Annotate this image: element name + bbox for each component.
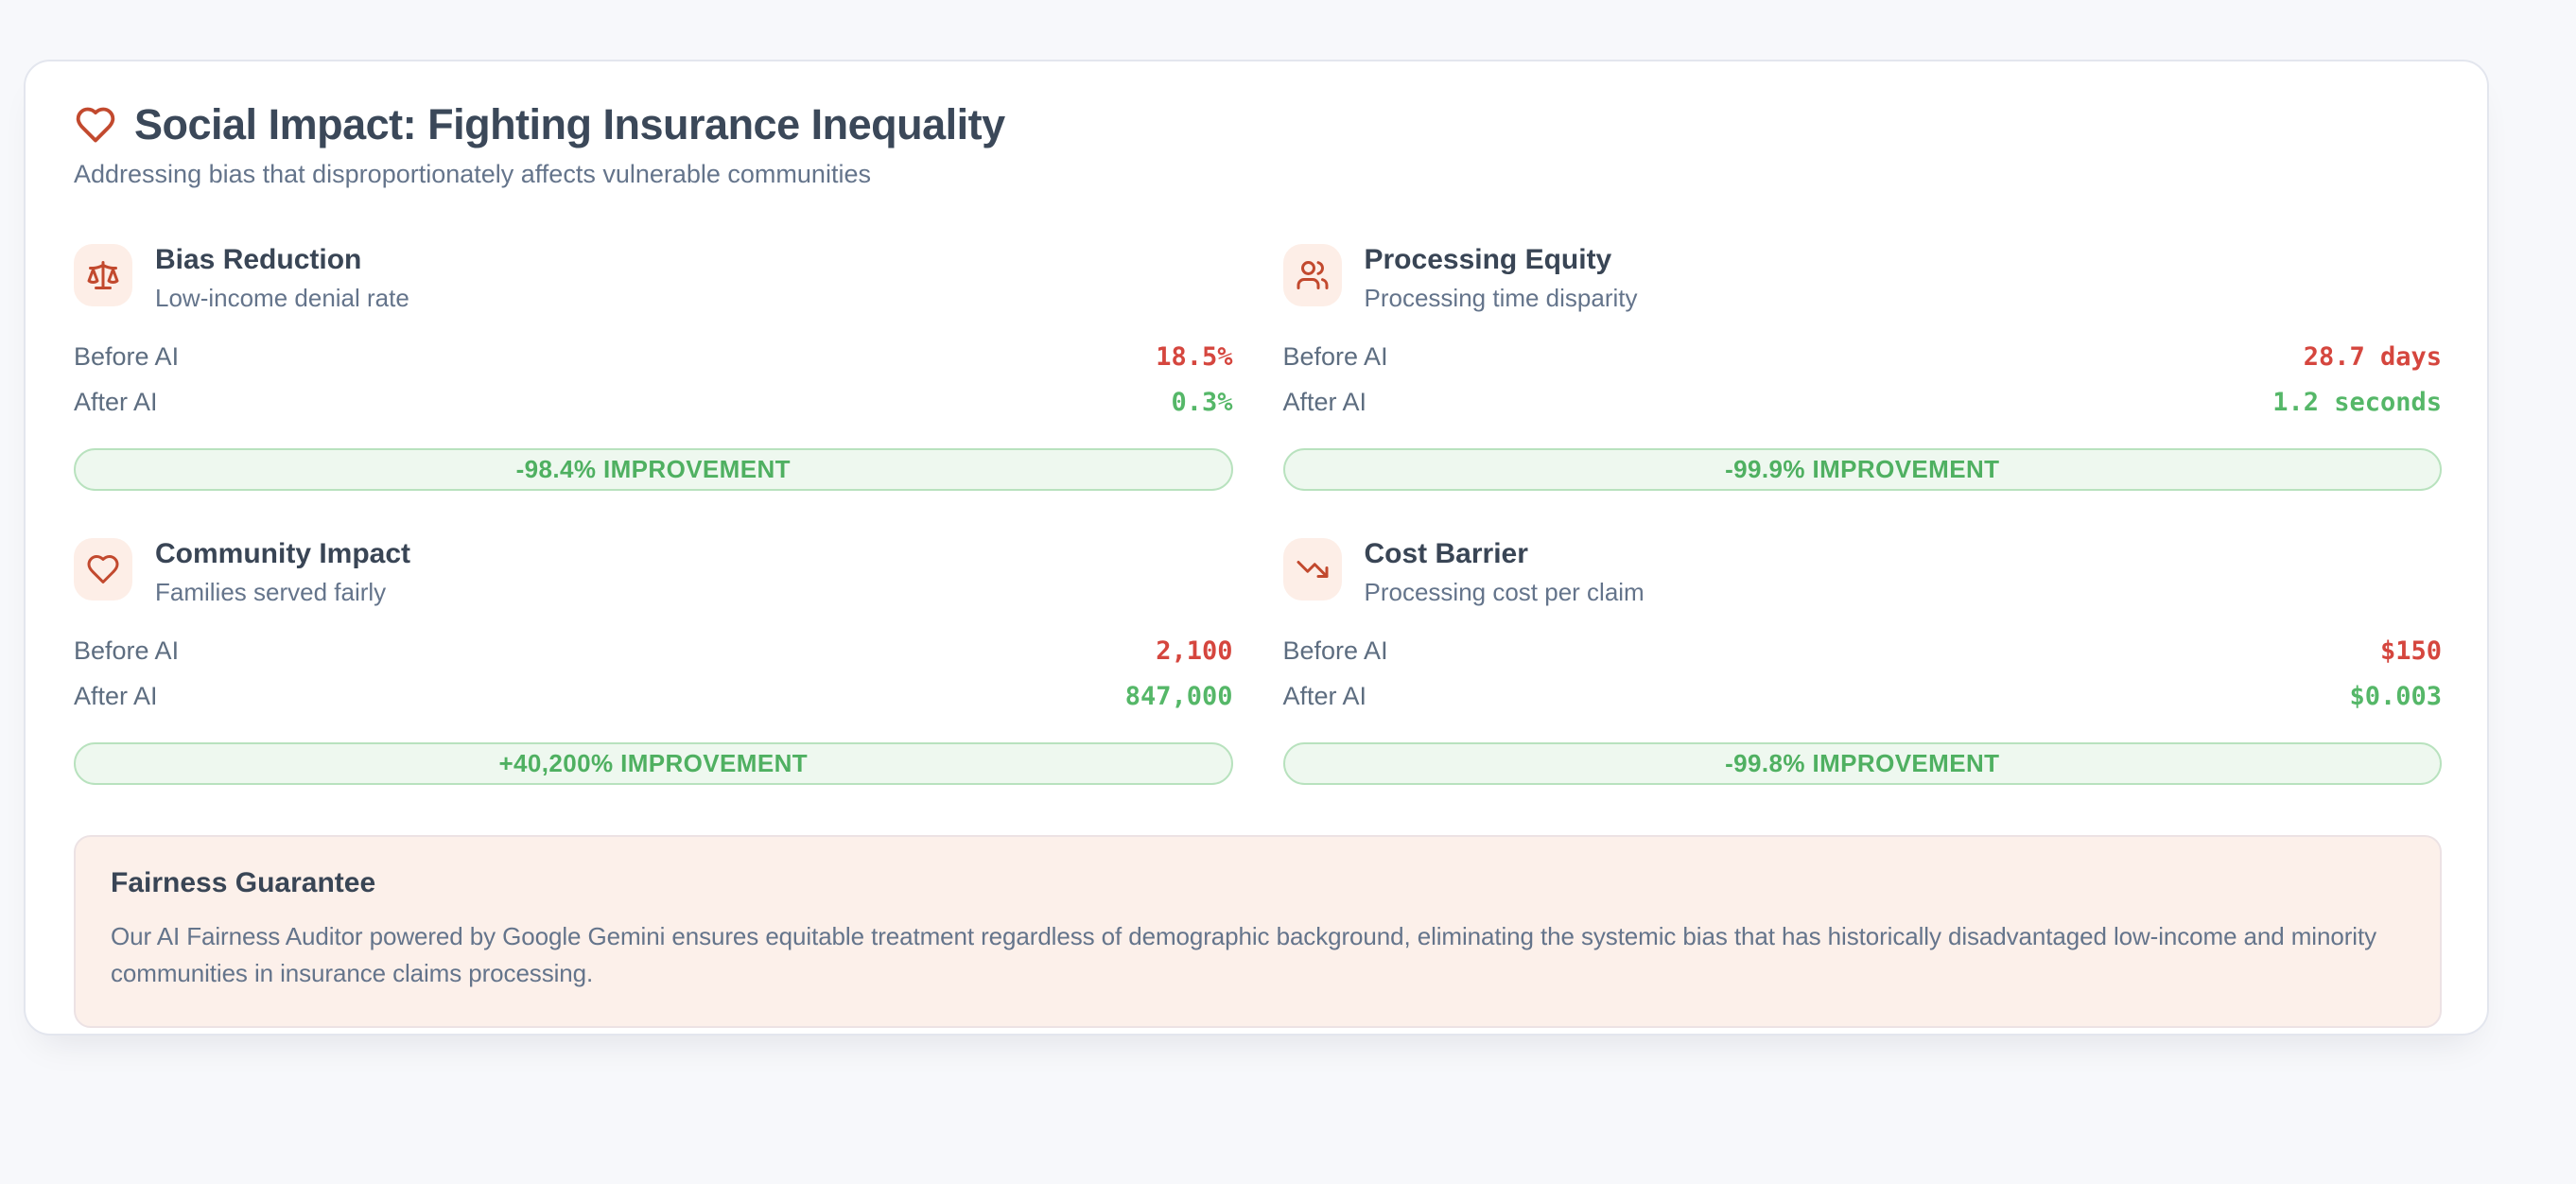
before-ai-value: 28.7 days bbox=[2303, 341, 2442, 372]
scales-icon bbox=[74, 244, 132, 306]
metrics-grid: Bias Reduction Low-income denial rate Be… bbox=[74, 244, 2442, 785]
metric-rows: Before AI 28.7 days After AI 1.2 seconds bbox=[1283, 334, 2443, 425]
metric-titles: Bias Reduction Low-income denial rate bbox=[155, 244, 409, 313]
metric-head: Community Impact Families served fairly bbox=[74, 538, 1233, 607]
page-subtitle: Addressing bias that disproportionately … bbox=[74, 160, 871, 188]
metric-title: Bias Reduction bbox=[155, 244, 362, 275]
before-ai-label: Before AI bbox=[1282, 341, 1388, 371]
before-ai-row: Before AI 2,100 bbox=[74, 628, 1233, 673]
before-ai-label: Before AI bbox=[74, 636, 180, 665]
metric-title: Cost Barrier bbox=[1364, 538, 1528, 569]
improvement-badge: -98.4% IMPROVEMENT bbox=[74, 448, 1233, 491]
improvement-badge: +40,200% IMPROVEMENT bbox=[74, 742, 1233, 785]
after-ai-value: 1.2 seconds bbox=[2272, 387, 2442, 417]
before-ai-row: Before AI 28.7 days bbox=[1283, 334, 2443, 379]
after-ai-label: After AI bbox=[74, 387, 158, 416]
metric-title: Processing Equity bbox=[1364, 244, 1612, 275]
metric-rows: Before AI 18.5% After AI 0.3% bbox=[74, 334, 1233, 425]
before-ai-value: 18.5% bbox=[1156, 341, 1233, 372]
fairness-body: Our AI Fairness Auditor powered by Googl… bbox=[111, 922, 2376, 987]
metric-titles: Cost Barrier Processing cost per claim bbox=[1365, 538, 1645, 607]
page-title: Social Impact: Fighting Insurance Inequa… bbox=[134, 100, 1005, 148]
metric-head: Cost Barrier Processing cost per claim bbox=[1282, 538, 2443, 607]
after-ai-row: After AI $0.003 bbox=[1283, 673, 2443, 719]
heart-icon bbox=[74, 538, 132, 601]
before-ai-label: Before AI bbox=[1282, 636, 1388, 665]
metric-card-community-impact: Community Impact Families served fairly … bbox=[74, 538, 1233, 785]
metric-subtitle: Families served fairly bbox=[155, 578, 387, 606]
after-ai-value: $0.003 bbox=[2349, 681, 2442, 711]
before-ai-row: Before AI 18.5% bbox=[74, 334, 1233, 379]
after-ai-label: After AI bbox=[74, 681, 158, 710]
metric-card-cost-barrier: Cost Barrier Processing cost per claim B… bbox=[1282, 538, 2443, 785]
panel-title-row: Social Impact: Fighting Insurance Inequa… bbox=[74, 99, 2442, 150]
panel-header: Social Impact: Fighting Insurance Inequa… bbox=[74, 99, 2442, 189]
metric-rows: Before AI $150 After AI $0.003 bbox=[1283, 628, 2443, 719]
metric-head: Bias Reduction Low-income denial rate bbox=[74, 244, 1233, 313]
metric-card-bias-reduction: Bias Reduction Low-income denial rate Be… bbox=[74, 244, 1233, 491]
metric-titles: Processing Equity Processing time dispar… bbox=[1365, 244, 1638, 313]
fairness-title: Fairness Guarantee bbox=[111, 867, 376, 898]
metric-head: Processing Equity Processing time dispar… bbox=[1282, 244, 2443, 313]
heart-icon bbox=[74, 103, 117, 147]
before-ai-label: Before AI bbox=[74, 341, 180, 371]
metric-card-processing-equity: Processing Equity Processing time dispar… bbox=[1282, 244, 2443, 491]
metric-rows: Before AI 2,100 After AI 847,000 bbox=[74, 628, 1233, 719]
before-ai-value: 2,100 bbox=[1156, 636, 1233, 666]
metric-subtitle: Processing time disparity bbox=[1364, 284, 1638, 312]
before-ai-row: Before AI $150 bbox=[1283, 628, 2443, 673]
metric-subtitle: Low-income denial rate bbox=[155, 284, 409, 312]
after-ai-row: After AI 0.3% bbox=[74, 379, 1233, 425]
trending-down-icon bbox=[1282, 538, 1342, 601]
improvement-badge: -99.9% IMPROVEMENT bbox=[1282, 448, 2442, 491]
after-ai-value: 0.3% bbox=[1171, 387, 1233, 417]
users-icon bbox=[1282, 244, 1342, 306]
before-ai-value: $150 bbox=[2379, 636, 2442, 666]
after-ai-label: After AI bbox=[1282, 681, 1367, 710]
after-ai-label: After AI bbox=[1282, 387, 1367, 416]
metric-subtitle: Processing cost per claim bbox=[1364, 578, 1645, 606]
improvement-badge: -99.8% IMPROVEMENT bbox=[1282, 742, 2442, 785]
after-ai-row: After AI 1.2 seconds bbox=[1283, 379, 2443, 425]
fairness-guarantee-box: Fairness Guarantee Our AI Fairness Audit… bbox=[74, 835, 2442, 1028]
after-ai-row: After AI 847,000 bbox=[74, 673, 1233, 719]
after-ai-value: 847,000 bbox=[1124, 681, 1233, 711]
metric-titles: Community Impact Families served fairly bbox=[155, 538, 410, 607]
metric-title: Community Impact bbox=[155, 538, 411, 569]
social-impact-panel: Social Impact: Fighting Insurance Inequa… bbox=[24, 60, 2489, 1036]
